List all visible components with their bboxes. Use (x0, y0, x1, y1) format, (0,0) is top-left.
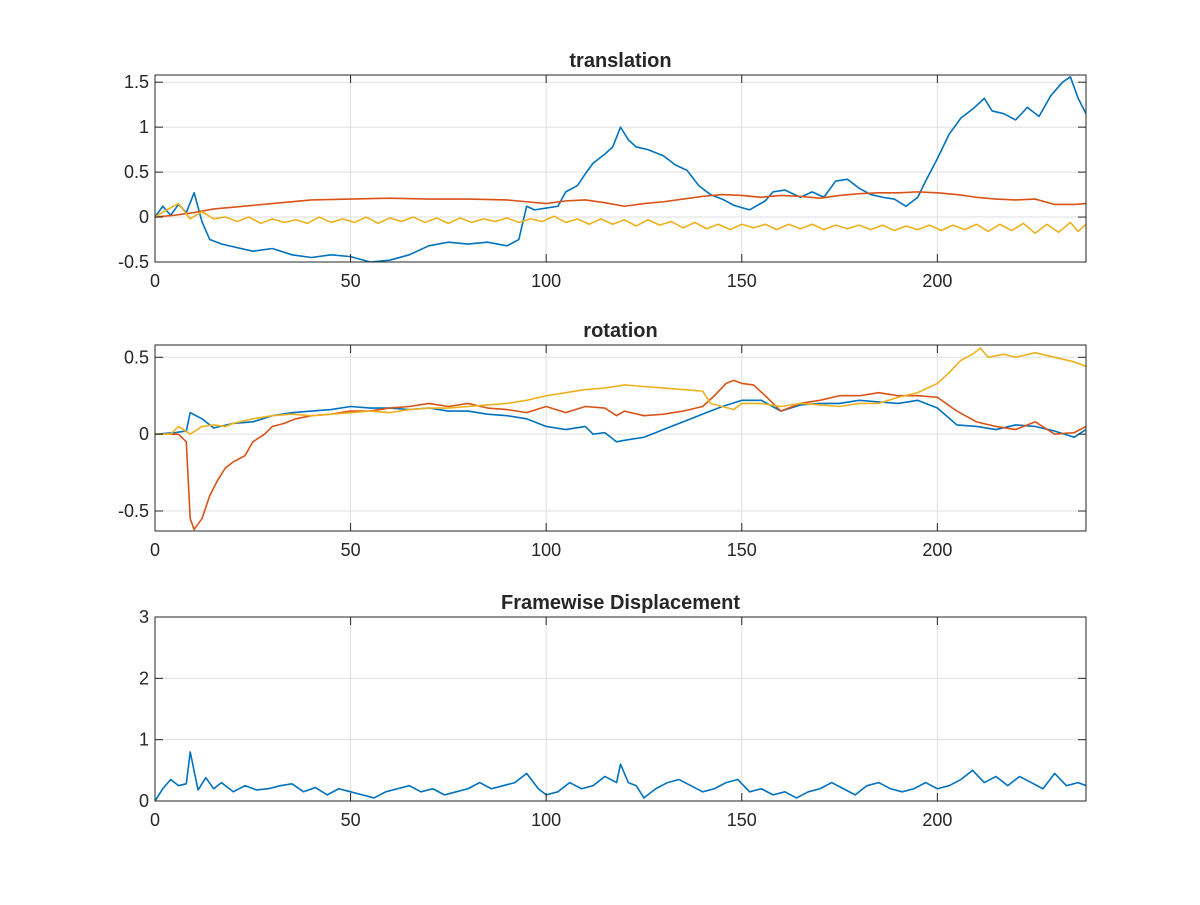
x-tick-label: 100 (531, 271, 561, 291)
x-tick-label: 150 (727, 810, 757, 830)
y-tick-label: 1 (139, 730, 149, 750)
y-tick-label: 1.5 (124, 72, 149, 92)
axes-box (154, 616, 1087, 802)
x-tick-label: 100 (531, 540, 561, 560)
series-line-1 (155, 399, 1086, 443)
series-line-2 (155, 191, 1086, 218)
x-tick-label: 200 (922, 540, 952, 560)
axes-box (154, 344, 1087, 532)
series-line-3 (155, 202, 1086, 235)
x-tick-label: 150 (727, 540, 757, 560)
y-tick-label: 3 (139, 607, 149, 627)
y-tick-label: 1 (139, 117, 149, 137)
chart-title: Framewise Displacement (501, 592, 740, 614)
y-tick-label: 0 (139, 791, 149, 811)
subplot-3: 0 50 100 150 200 0 1 2 3 Framewise Displacement (139, 592, 1087, 830)
y-tick-label: 0.5 (124, 162, 149, 182)
y-tick-label: 0 (139, 424, 149, 444)
y-tick-label: 0.5 (124, 347, 149, 367)
series-line-1 (155, 76, 1086, 262)
plot-area (155, 75, 1086, 262)
x-tick-label: 200 (922, 271, 952, 291)
chart-title: rotation (583, 320, 657, 342)
x-tick-label: 0 (150, 810, 160, 830)
y-tick-label: 0 (139, 207, 149, 227)
x-tick-label: 200 (922, 810, 952, 830)
x-tick-label: 0 (150, 271, 160, 291)
x-tick-label: 100 (531, 810, 561, 830)
y-tick-label: -0.5 (118, 252, 149, 272)
x-tick-label: 150 (727, 271, 757, 291)
x-tick-label: 50 (341, 810, 361, 830)
series-line-2 (155, 379, 1086, 531)
chart-title: translation (569, 50, 671, 72)
plot-area (155, 617, 1086, 801)
x-tick-label: 50 (341, 540, 361, 560)
axes-box (154, 74, 1087, 263)
plot-area (155, 345, 1086, 531)
y-tick-label: 2 (139, 668, 149, 688)
x-tick-label: 0 (150, 540, 160, 560)
y-tick-label: -0.5 (118, 501, 149, 521)
series-line-1 (155, 751, 1086, 801)
x-tick-label: 50 (341, 271, 361, 291)
series-line-3 (155, 347, 1086, 435)
